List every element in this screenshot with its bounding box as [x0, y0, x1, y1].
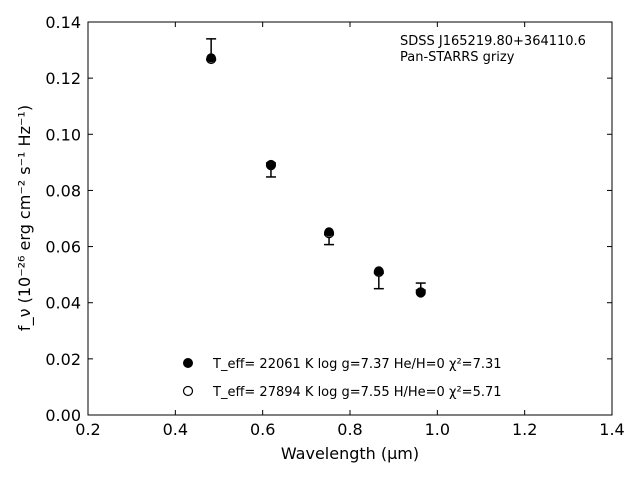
error-bars	[206, 38, 426, 291]
axis-ticks	[87, 21, 613, 416]
y-tick-label: 0.06	[45, 238, 81, 257]
model-point-filled	[416, 288, 426, 298]
y-tick-label: 0.14	[45, 13, 81, 32]
y-tick-label: 0.12	[45, 69, 81, 88]
annotation-object-name: SDSS J165219.80+364110.6	[400, 34, 586, 49]
x-tick-label: 0.4	[163, 420, 188, 439]
annotation-survey: Pan-STARRS grizy	[400, 50, 515, 65]
x-tick-label: 0.2	[75, 420, 100, 439]
legend-label-2: T_eff= 27894 K log g=7.55 H/He=0 χ²=5.71	[212, 385, 502, 400]
model-point-filled	[374, 266, 384, 276]
x-tick-label: 1.2	[512, 420, 537, 439]
legend-marker-open	[182, 385, 194, 397]
x-tick-labels: 0.2 0.4 0.6 0.8 1.0 1.2 1.4	[75, 420, 624, 439]
x-axis-label: Wavelength (μm)	[281, 444, 419, 463]
x-tick-label: 1.4	[599, 420, 624, 439]
model-point-filled	[324, 227, 334, 237]
x-tick-label: 1.0	[425, 420, 450, 439]
y-axis-label: f_ν (10⁻²⁶ erg cm⁻² s⁻¹ Hz⁻¹)	[15, 105, 35, 331]
model-point-filled	[206, 53, 216, 63]
y-tick-label: 0.02	[45, 350, 81, 369]
y-tick-label: 0.10	[45, 125, 81, 144]
x-tick-label: 0.6	[250, 420, 275, 439]
y-tick-labels: 0.00 0.02 0.04 0.06 0.08 0.10 0.12 0.14	[45, 13, 81, 425]
data-points	[206, 53, 426, 298]
x-tick-label: 0.8	[337, 420, 362, 439]
model-point-filled	[266, 159, 276, 170]
y-tick-label: 0.04	[45, 294, 81, 313]
y-tick-label: 0.00	[45, 406, 81, 425]
legend: T_eff= 22061 K log g=7.37 He/H=0 χ²=7.31…	[182, 357, 502, 400]
legend-marker-filled	[183, 358, 193, 368]
legend-label-1: T_eff= 22061 K log g=7.37 He/H=0 χ²=7.31	[212, 357, 502, 372]
y-tick-label: 0.08	[45, 181, 81, 200]
